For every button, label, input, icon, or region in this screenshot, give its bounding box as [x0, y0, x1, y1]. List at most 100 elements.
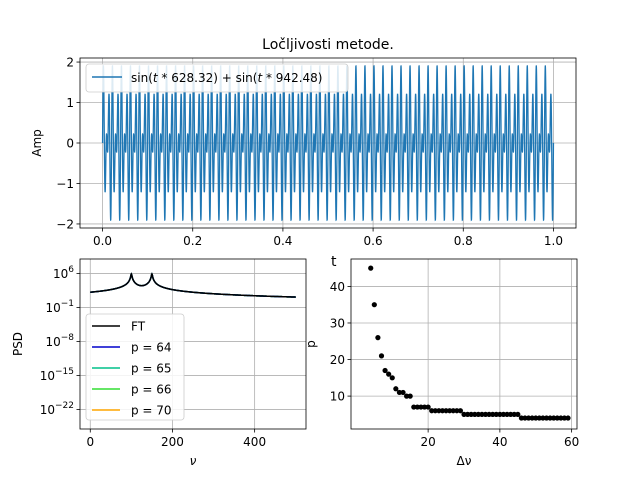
signal-x-tick-label: 0.0 — [93, 234, 112, 248]
legend-label-t: t — [153, 71, 159, 85]
chart-title: Ločljivosti metode. — [262, 37, 394, 53]
psd-x-tick-label: 400 — [243, 435, 266, 449]
scatter-point — [551, 415, 557, 421]
psd-plot-frame — [79, 258, 307, 430]
signal-y-axis-label: Amp — [30, 129, 44, 157]
psd-series-line-0 — [90, 272, 296, 298]
scatter-point — [522, 415, 528, 421]
scatter-point — [525, 415, 532, 421]
scatter-point — [411, 404, 417, 410]
signal-x-tick-label: 0.8 — [454, 234, 473, 248]
scatter-point — [457, 408, 464, 414]
psd-series-layer — [90, 272, 296, 298]
scatter-point — [436, 408, 442, 414]
signal-x-tick-label: 1.0 — [544, 234, 563, 248]
psd-y-tick-exponent: −22 — [55, 401, 74, 411]
scatter-point — [464, 411, 471, 417]
scatter-x-tick-label: 40 — [492, 435, 507, 449]
legend-label-prefix: sin( — [131, 71, 153, 85]
psd-y-tick-label: 106 — [53, 265, 74, 281]
psd-y-tick-base: 10 — [45, 335, 60, 349]
signal-y-ticks: 2 1 0 −1 −2 — [56, 56, 80, 231]
signal-x-tick-label: 0.4 — [273, 234, 292, 248]
scatter-point — [468, 411, 474, 417]
scatter-point — [540, 415, 546, 421]
scatter-point — [378, 353, 385, 359]
legend-label-t2: t — [257, 71, 263, 85]
scatter-point — [493, 411, 499, 417]
psd-y-tick-label: 10−15 — [40, 367, 74, 383]
scatter-y-tick-label: 10 — [330, 390, 345, 404]
signal-series-line — [101, 64, 555, 222]
psd-y-tick-base: 10 — [40, 403, 55, 417]
scatter-point — [371, 302, 377, 308]
scatter-point — [454, 408, 460, 414]
psd-legend-label-1: p = 64 — [131, 341, 172, 355]
scatter-point — [432, 408, 438, 414]
scatter-point — [511, 411, 517, 417]
scatter-point — [421, 404, 428, 410]
psd-y-tick-exponent: 6 — [68, 265, 74, 275]
psd-legend: FT p = 64 p = 65 p = 66 p = 70 — [85, 313, 185, 421]
scatter-point — [389, 375, 395, 381]
psd-legend-label-2: p = 65 — [131, 362, 172, 376]
psd-y-tick-exponent: −1 — [61, 299, 74, 309]
psd-legend-box — [85, 313, 185, 421]
scatter-point — [500, 411, 507, 417]
psd-y-tick-label: 10−22 — [40, 401, 74, 417]
scatter-point — [396, 389, 403, 396]
psd-y-tick-base: 10 — [53, 267, 68, 281]
scatter-point — [504, 411, 510, 417]
scatter-point — [393, 386, 399, 392]
signal-y-tick-label: −1 — [56, 177, 74, 191]
scatter-point — [529, 415, 535, 421]
scatter-point — [486, 411, 492, 417]
scatter-series-layer — [368, 265, 571, 421]
scatter-x-tick-label: 20 — [420, 435, 435, 449]
signal-y-tick-label: 1 — [66, 96, 74, 110]
legend-label-mid: * 628.32) + sin( — [158, 71, 258, 85]
signal-chart: Ločljivosti metode. 0.0 0.2 0.4 0.6 0.8 1.0 2… — [30, 37, 577, 248]
scatter-point — [475, 411, 481, 417]
signal-series-layer — [101, 64, 555, 222]
scatter-point — [414, 404, 420, 410]
psd-legend-label-3: p = 66 — [131, 383, 172, 397]
signal-y-tick-label: 2 — [66, 56, 74, 70]
signal-y-tick-label: −2 — [56, 217, 74, 231]
psd-y-tick-label: 10−1 — [45, 299, 74, 315]
signal-x-tick-label: 0.6 — [364, 234, 383, 248]
signal-legend: sin(t * 628.32) + sin(t * 942.48) — [85, 63, 349, 93]
scatter-y-tick-label: 20 — [330, 353, 345, 367]
scatter-point — [536, 415, 542, 421]
psd-x-ticks: 0 200 400 — [86, 429, 266, 449]
scatter-point — [439, 408, 446, 414]
scatter-point — [368, 265, 374, 271]
scatter-point — [518, 415, 525, 421]
psd-y-tick-label: 10−8 — [45, 333, 74, 349]
scatter-point — [490, 411, 496, 417]
scatter-point — [386, 371, 392, 377]
scatter-point — [565, 415, 571, 421]
scatter-point — [407, 393, 413, 399]
scatter-x-tick-label: 60 — [564, 435, 579, 449]
scatter-point — [375, 335, 381, 341]
scatter-point — [461, 411, 467, 417]
scatter-plot-frame — [350, 258, 578, 430]
scatter-point — [533, 415, 539, 421]
scatter-point — [425, 404, 431, 410]
scatter-grid — [351, 259, 577, 429]
scatter-point — [515, 411, 521, 417]
scatter-point — [450, 408, 456, 414]
psd-x-axis-label: ν — [190, 454, 197, 468]
psd-y-axis-label: PSD — [11, 332, 25, 356]
scatter-point — [554, 415, 560, 421]
scatter-y-tick-label: 40 — [330, 280, 345, 294]
scatter-point — [547, 415, 553, 421]
psd-y-tick-base: 10 — [45, 301, 60, 315]
psd-y-tick-exponent: −8 — [61, 333, 75, 343]
signal-legend-box — [85, 63, 349, 93]
psd-x-tick-label: 200 — [161, 435, 184, 449]
